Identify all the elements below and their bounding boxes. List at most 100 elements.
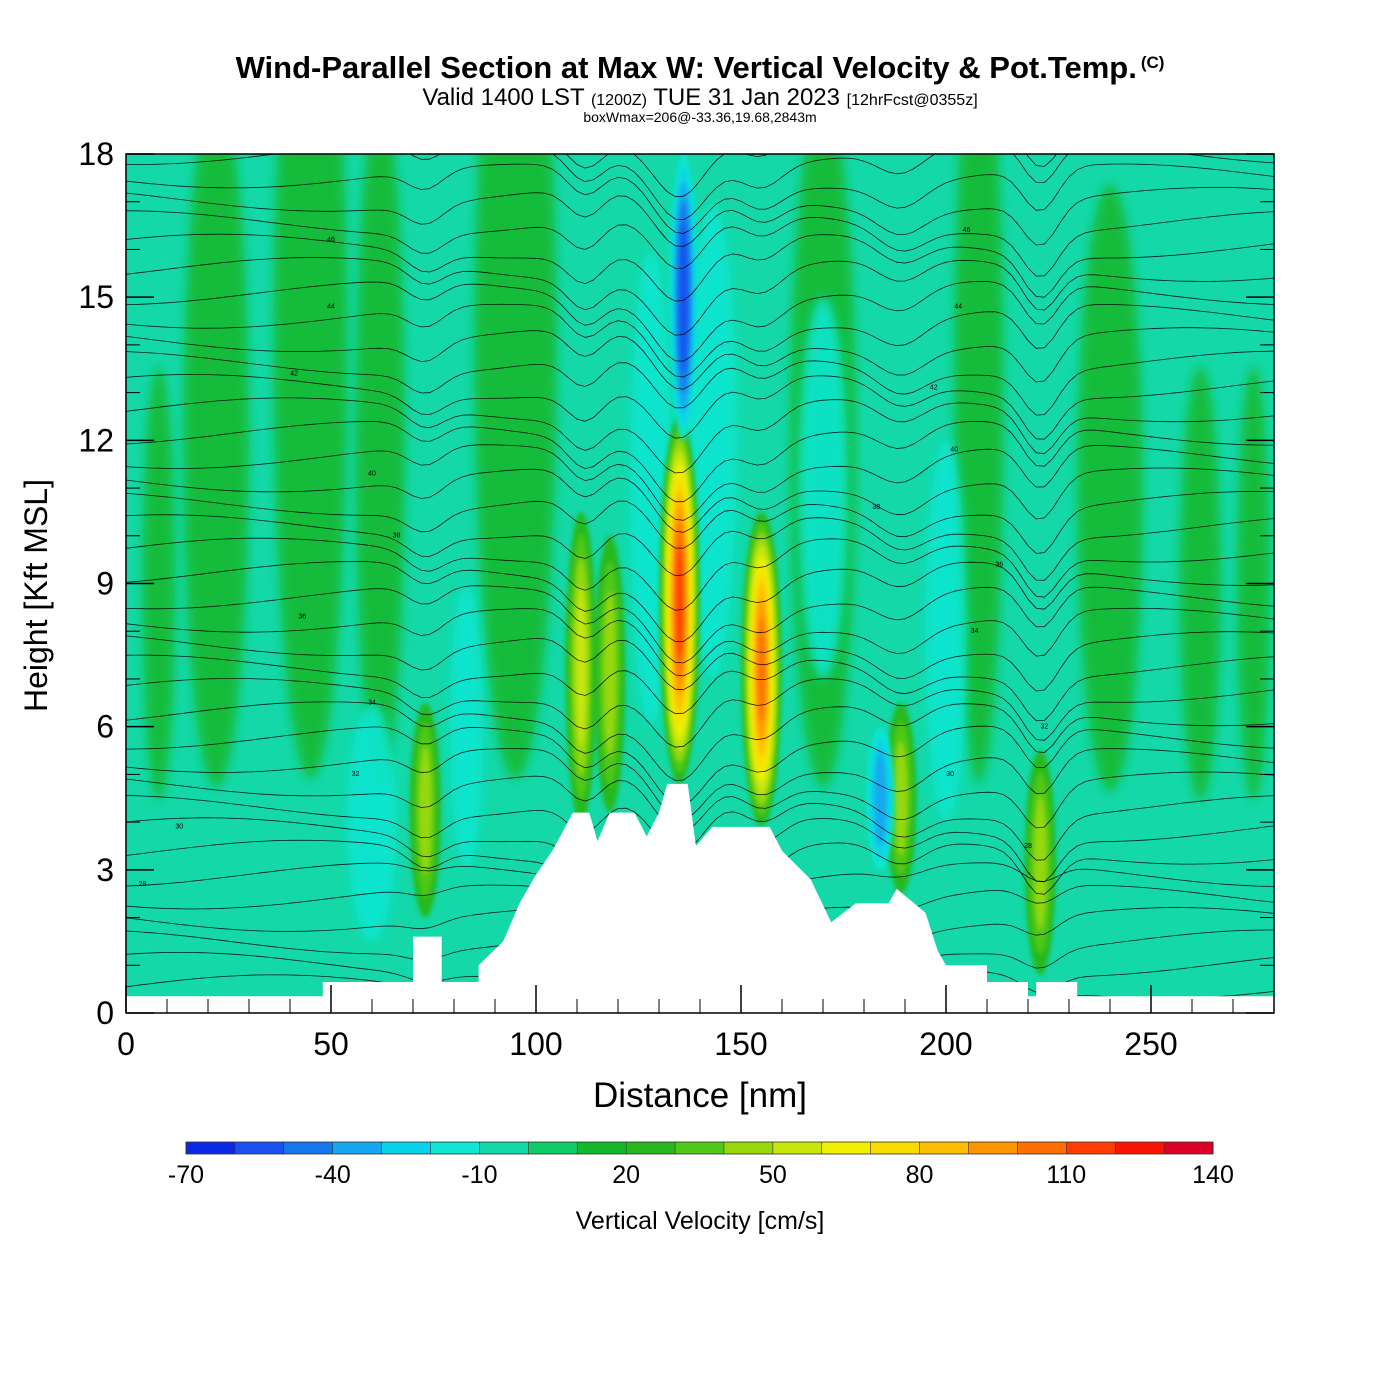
updraft-core: [1024, 750, 1056, 975]
colorbar-swatch: [626, 1142, 676, 1154]
theta-contour: [126, 585, 1274, 664]
colorbar-swatch: [675, 1142, 725, 1154]
y-tick-label: 3: [96, 852, 114, 888]
contour-label: 38: [393, 533, 401, 540]
y-axis-label-wrap: Height [Kft MSL]: [18, 479, 58, 972]
chart-subtitle: Valid 1400 LST (1200Z) TUE 31 Jan 2023 […: [0, 84, 1400, 112]
colorbar-swatch: [723, 1142, 774, 1154]
valid-time: Valid 1400 LST: [422, 84, 585, 111]
valid-date: TUE 31 Jan 2023: [653, 84, 840, 111]
colorbar-tick-label: -40: [315, 1161, 351, 1189]
colorbar-swatch: [1017, 1142, 1067, 1154]
theta-contour: [126, 771, 1274, 833]
contour-label: 44: [954, 304, 962, 311]
weak-descent-region: [798, 297, 848, 679]
colorbar-tick-label: 50: [759, 1161, 787, 1189]
downdraft-core: [669, 154, 698, 441]
contour-label: 42: [290, 370, 298, 377]
y-axis-label: Height [Kft MSL]: [18, 479, 54, 712]
theta-contour: [126, 748, 1274, 821]
colorbar-swatch: [919, 1142, 969, 1154]
contour-label: 28: [1024, 843, 1032, 850]
contour-label: 34: [368, 700, 376, 707]
weak-descent-region: [347, 702, 397, 942]
theta-contour: [565, 154, 1057, 198]
contour-label: 46: [963, 227, 971, 234]
theta-contour: [126, 514, 1274, 581]
weak-ascent-region: [954, 154, 1004, 783]
y-tick-label: 9: [96, 566, 114, 602]
theta-contour: [126, 210, 1274, 277]
updraft-core: [594, 535, 626, 813]
theta-contour: [126, 725, 1274, 806]
theta-contour: [126, 397, 1274, 474]
theta-contour: [126, 444, 1274, 521]
theta-contour: [126, 537, 1274, 611]
colorbar-tick-label: -70: [168, 1161, 204, 1189]
weak-ascent-region: [474, 154, 557, 779]
weak-ascent-region: [273, 154, 348, 779]
weak-ascent-region: [1179, 366, 1221, 801]
colorbar-tick-label: 80: [906, 1161, 934, 1189]
theta-contour: [126, 327, 1274, 390]
y-tick-label: 12: [78, 422, 114, 458]
colorbar-swatch: [1066, 1142, 1116, 1154]
theta-contour: [126, 187, 1274, 247]
theta-contour: [126, 795, 1274, 861]
contour-label: 32: [1041, 724, 1049, 731]
colorbar-swatch: [381, 1142, 432, 1154]
theta-contour: [126, 257, 1274, 336]
colorbar-swatch: [870, 1142, 921, 1154]
theta-contour: [126, 701, 1274, 781]
x-tick-label: 100: [509, 1026, 562, 1062]
y-tick-label: 0: [96, 995, 114, 1031]
colorbar-swatch: [186, 1142, 236, 1154]
downdraft-core: [866, 726, 895, 870]
theta-contour: [126, 607, 1274, 677]
updraft-core: [565, 511, 597, 823]
box-wmax-info: boxWmax=206@-33.36,19.68,2843m: [583, 109, 817, 125]
colorbar-swatch: [577, 1142, 627, 1154]
colorbar-swatch: [1164, 1142, 1214, 1154]
colorbar-swatch: [528, 1142, 578, 1154]
theta-contour: [126, 631, 1274, 692]
weak-ascent-region: [355, 154, 405, 788]
copyright-mark: (C): [1140, 53, 1165, 72]
theta-contour: [126, 233, 1274, 302]
updraft-core: [659, 416, 700, 784]
theta-contour: [126, 280, 1274, 362]
theta-contour: [126, 303, 1274, 378]
theta-contour: [126, 491, 1274, 554]
contour-label: 28: [139, 881, 147, 888]
theta-contour: [126, 154, 1274, 221]
utc-time: (1200Z): [590, 92, 647, 109]
contour-label: 30: [175, 824, 183, 831]
contour-label: 40: [950, 447, 958, 454]
contour-label: 42: [930, 385, 938, 392]
colorbar-tick-label: -10: [461, 1161, 497, 1189]
contour-label: 40: [368, 471, 376, 478]
colorbar-swatch: [234, 1142, 285, 1154]
colorbar-swatch: [479, 1142, 529, 1154]
theta-contour: [126, 163, 1274, 234]
theta-contour: [126, 467, 1274, 533]
theta-contour: [126, 420, 1274, 503]
contour-label: 32: [352, 771, 360, 778]
theta-contour: [126, 374, 1274, 440]
terrain-mask: [126, 783, 1274, 1013]
x-tick-label: 150: [714, 1026, 767, 1062]
colorbar-tick-label: 20: [612, 1161, 640, 1189]
x-tick-label: 0: [117, 1026, 135, 1062]
colorbar-tick-label: 140: [1192, 1161, 1234, 1189]
colorbar-swatch: [430, 1142, 480, 1154]
contour-label: 34: [971, 628, 979, 635]
theta-contour: [126, 654, 1274, 722]
x-tick-label: 250: [1124, 1026, 1177, 1062]
y-tick-label: 6: [96, 709, 114, 745]
theta-contour: [126, 561, 1274, 643]
x-tick-label: 200: [919, 1026, 972, 1062]
colorbar-swatch: [1115, 1142, 1165, 1154]
y-tick-label: 15: [78, 279, 114, 315]
x-tick-label: 50: [313, 1026, 349, 1062]
